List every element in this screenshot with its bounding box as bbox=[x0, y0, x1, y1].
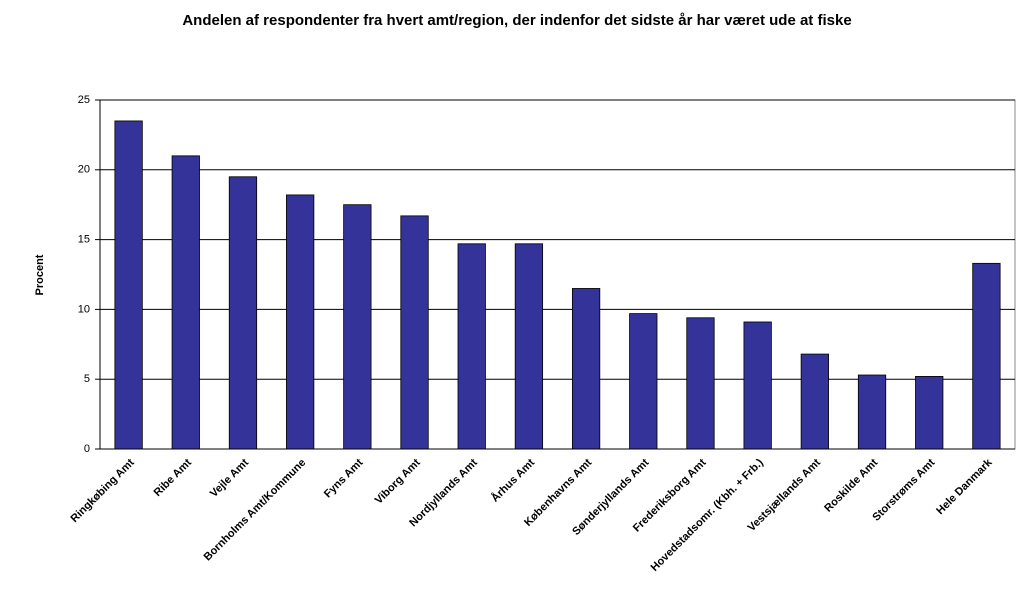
x-tick-label: Århus Amt bbox=[488, 456, 537, 505]
x-tick-label: Roskilde Amt bbox=[822, 456, 880, 514]
y-tick-label: 25 bbox=[78, 94, 90, 106]
x-tick-label: Ringkøbing Amt bbox=[69, 456, 137, 524]
bar bbox=[915, 376, 944, 450]
bar bbox=[686, 317, 715, 450]
y-tick-label: 5 bbox=[84, 373, 90, 385]
bar bbox=[286, 194, 315, 450]
x-tick-label: Bornholms Amt/Kommune bbox=[202, 457, 309, 564]
y-tick-label: 0 bbox=[84, 443, 90, 455]
bar bbox=[228, 176, 258, 450]
y-tick-label: 20 bbox=[78, 164, 90, 176]
bar bbox=[400, 215, 429, 450]
x-tick-label: Hele Danmark bbox=[934, 456, 995, 517]
x-tick-label: Fyns Amt bbox=[322, 456, 366, 500]
y-tick-label: 10 bbox=[78, 303, 90, 315]
x-tick-label: Viborg Amt bbox=[373, 456, 423, 506]
bar bbox=[972, 262, 1001, 450]
bar bbox=[800, 353, 829, 450]
x-tick-label: Hovedstadsomr. (Kbh. + Frb.) bbox=[649, 456, 766, 573]
bar bbox=[571, 288, 601, 450]
bar bbox=[114, 120, 143, 450]
bar bbox=[457, 243, 486, 450]
bar bbox=[514, 243, 544, 450]
bar bbox=[343, 204, 372, 450]
bar bbox=[857, 374, 887, 450]
y-axis-label: Procent bbox=[34, 254, 46, 295]
x-tick-label: Ribe Amt bbox=[152, 456, 195, 499]
x-tick-label: Storstrøms Amt bbox=[870, 456, 937, 523]
bar bbox=[743, 321, 772, 450]
chart-title: Andelen af respondenter fra hvert amt/re… bbox=[182, 12, 852, 29]
x-tick-label: Vejle Amt bbox=[208, 456, 251, 499]
bar bbox=[171, 155, 200, 450]
y-tick-label: 15 bbox=[78, 234, 90, 246]
bar bbox=[629, 313, 658, 450]
